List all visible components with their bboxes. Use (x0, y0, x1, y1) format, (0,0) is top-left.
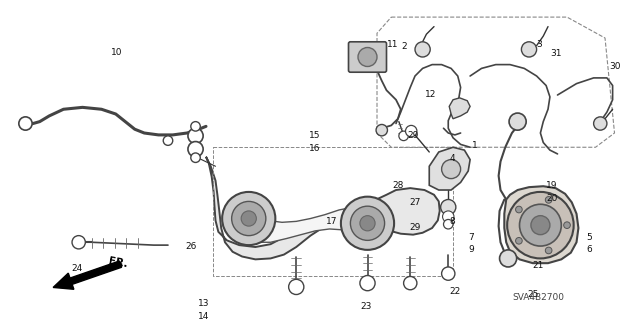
Polygon shape (226, 199, 391, 242)
Text: 4: 4 (449, 154, 455, 163)
Circle shape (404, 277, 417, 290)
Text: 25: 25 (527, 290, 538, 299)
Circle shape (564, 222, 570, 228)
Polygon shape (504, 186, 579, 263)
Text: 23: 23 (360, 302, 371, 311)
Circle shape (72, 236, 85, 249)
Circle shape (188, 142, 203, 157)
Circle shape (351, 206, 385, 240)
Text: 26: 26 (185, 242, 196, 251)
Circle shape (522, 42, 536, 57)
Text: 8: 8 (449, 217, 455, 226)
Circle shape (442, 211, 454, 222)
Text: 19: 19 (546, 181, 557, 189)
Text: 20: 20 (546, 194, 557, 203)
Text: 12: 12 (424, 90, 436, 99)
Circle shape (509, 113, 526, 130)
Text: FR.: FR. (107, 256, 128, 270)
Circle shape (19, 117, 32, 130)
Circle shape (191, 122, 200, 131)
Circle shape (406, 125, 417, 137)
Circle shape (241, 211, 257, 226)
Text: 24: 24 (71, 264, 83, 273)
Circle shape (222, 192, 275, 245)
Circle shape (442, 160, 461, 179)
FancyArrow shape (53, 261, 122, 289)
Text: 22: 22 (449, 287, 460, 296)
Circle shape (500, 250, 516, 267)
Text: 5: 5 (586, 233, 592, 242)
Text: 13: 13 (198, 299, 210, 308)
Circle shape (520, 204, 561, 246)
Circle shape (594, 117, 607, 130)
Circle shape (232, 201, 266, 236)
Text: 14: 14 (198, 312, 210, 319)
Circle shape (545, 197, 552, 203)
Text: 17: 17 (326, 217, 337, 226)
Circle shape (376, 124, 387, 136)
Circle shape (289, 279, 304, 294)
Text: 2: 2 (402, 42, 407, 51)
Text: 10: 10 (111, 48, 122, 56)
Circle shape (516, 237, 522, 244)
Polygon shape (449, 98, 470, 119)
Circle shape (360, 216, 375, 231)
Circle shape (191, 153, 200, 162)
Text: 15: 15 (308, 131, 320, 140)
Circle shape (516, 206, 522, 213)
Circle shape (360, 276, 375, 291)
Polygon shape (206, 157, 440, 259)
Text: 31: 31 (550, 49, 561, 58)
Text: 28: 28 (392, 181, 404, 189)
Circle shape (507, 192, 573, 258)
Circle shape (531, 216, 550, 235)
Circle shape (415, 42, 430, 57)
Circle shape (442, 267, 455, 280)
Text: 29: 29 (408, 131, 419, 140)
Text: 7: 7 (468, 233, 474, 242)
FancyBboxPatch shape (349, 42, 387, 72)
Text: 16: 16 (308, 145, 320, 153)
Text: SVA4B2700: SVA4B2700 (513, 293, 564, 302)
Text: 9: 9 (468, 245, 474, 254)
Circle shape (358, 48, 377, 66)
Text: 29: 29 (410, 223, 420, 232)
Text: 11: 11 (387, 40, 398, 49)
Text: 30: 30 (610, 62, 621, 71)
Circle shape (441, 199, 456, 215)
Text: 21: 21 (533, 261, 544, 270)
Circle shape (444, 219, 453, 229)
Text: 3: 3 (536, 40, 542, 49)
Circle shape (399, 131, 408, 141)
Circle shape (341, 197, 394, 250)
Circle shape (163, 136, 173, 145)
Text: 27: 27 (410, 197, 420, 207)
Circle shape (188, 128, 203, 144)
Polygon shape (429, 147, 470, 190)
Text: 1: 1 (472, 141, 478, 150)
Circle shape (545, 247, 552, 254)
Text: 6: 6 (586, 245, 592, 254)
